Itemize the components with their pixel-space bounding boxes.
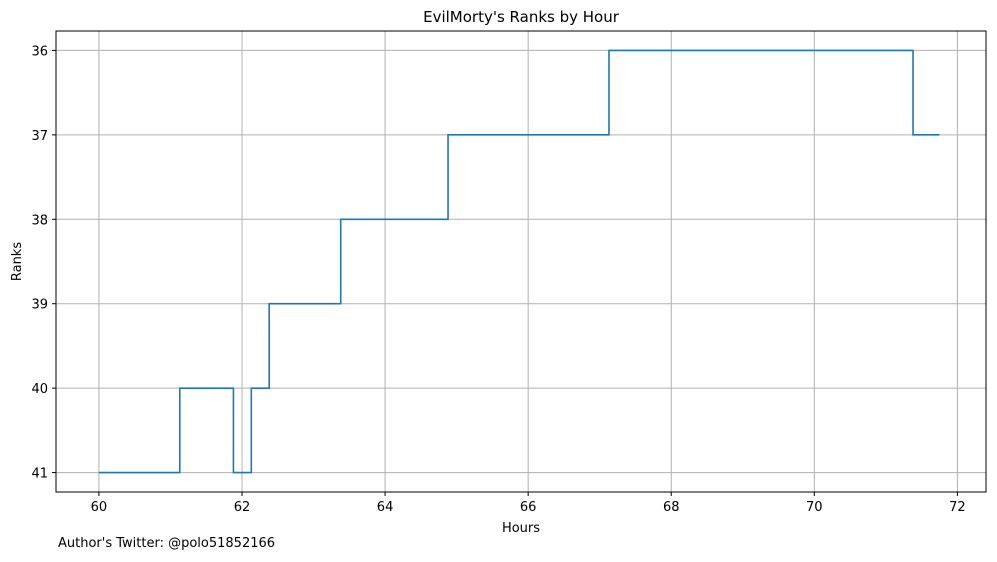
x-tick-label: 68 <box>663 500 680 515</box>
y-tick-label: 41 <box>31 467 48 482</box>
author-note: Author's Twitter: @polo51852166 <box>58 536 276 551</box>
y-tick-label: 39 <box>31 298 48 313</box>
x-tick-label: 60 <box>91 500 108 515</box>
series-line-0 <box>98 49 940 474</box>
chart-title: EvilMorty's Ranks by Hour <box>423 8 620 26</box>
y-tick-label: 40 <box>31 382 48 397</box>
x-axis-label: Hours <box>502 521 540 536</box>
y-tick-label: 37 <box>31 129 48 144</box>
x-tick-label: 72 <box>949 500 966 515</box>
series-layer <box>98 49 940 474</box>
y-tick-label: 36 <box>31 44 48 59</box>
y-tick-label: 38 <box>31 213 48 228</box>
x-tick-label: 66 <box>520 500 537 515</box>
x-tick-label: 62 <box>234 500 251 515</box>
y-axis-label: Ranks <box>10 242 25 281</box>
x-tick-label: 64 <box>377 500 394 515</box>
plot-frame <box>55 30 987 493</box>
x-tick-label: 70 <box>806 500 823 515</box>
ticks: 60 62 64 66 68 70 72 36 37 38 39 40 41 <box>31 44 965 515</box>
